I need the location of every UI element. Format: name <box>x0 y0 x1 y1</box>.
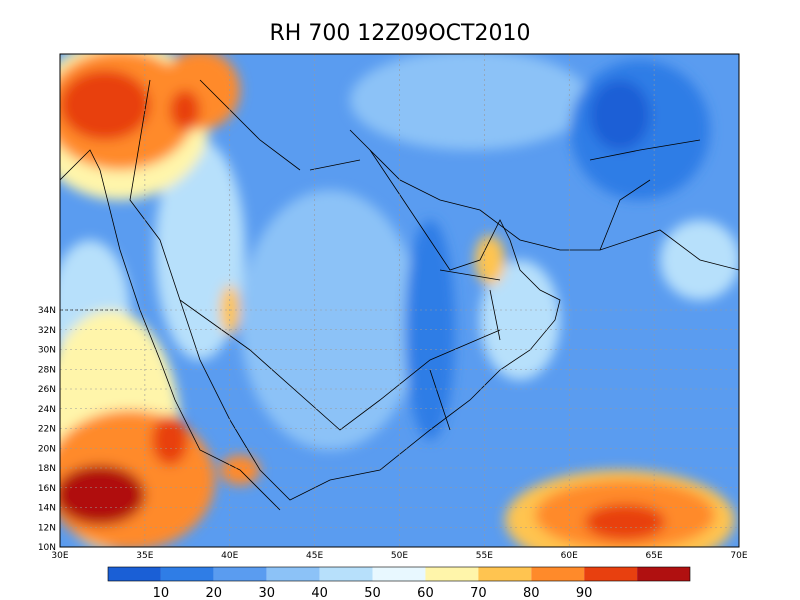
lat-label: 26N <box>38 385 56 395</box>
border <box>179 79 701 431</box>
colorbar-box <box>425 567 479 581</box>
colorbar-label: 90 <box>576 586 593 600</box>
lon-label: 45E <box>306 551 323 561</box>
lon-label: 70E <box>730 551 747 561</box>
rh-region <box>152 415 188 465</box>
rh-region <box>60 70 150 140</box>
lat-label: 10N <box>38 543 56 553</box>
colorbar-label: 40 <box>311 586 328 600</box>
colorbar-box <box>108 567 161 581</box>
tick-labels: 30E 35E 40E 45E 50E 55E 60E 65E 70E 10N 12N 14N 16N 1… <box>38 306 748 561</box>
colorbar-label: 10 <box>153 586 170 600</box>
lat-label: 24N <box>38 405 56 415</box>
colorbar: 10 20 30 40 50 60 70 80 90 <box>107 566 691 600</box>
lat-label: 32N <box>38 326 56 336</box>
lat-label: 28N <box>38 365 56 375</box>
lat-label: 18N <box>38 464 56 474</box>
gridlines <box>60 54 739 547</box>
lat-label: 20N <box>38 444 56 454</box>
colorbar-frame <box>107 566 691 582</box>
colorbar-label: 60 <box>417 586 434 600</box>
colorbar-box <box>478 567 532 581</box>
colorbar-box <box>266 567 320 581</box>
lon-label: 40E <box>221 551 238 561</box>
rh-region <box>585 504 665 540</box>
lon-label: 55E <box>476 551 493 561</box>
lon-label: 30E <box>51 551 68 561</box>
lat-label: 16N <box>38 484 56 494</box>
colorbar-box <box>319 567 373 581</box>
colorbar-box <box>531 567 585 581</box>
colorbar-label: 20 <box>206 586 223 600</box>
title: RH 700 12Z09OCT2010 <box>270 21 531 46</box>
colorbar-label: 70 <box>470 586 487 600</box>
colorbar-label: 30 <box>258 586 275 600</box>
colorbar-box <box>213 567 267 581</box>
lat-label: 14N <box>38 504 56 514</box>
colorbar-box <box>637 567 690 581</box>
coastline <box>369 149 739 271</box>
lon-label: 65E <box>646 551 663 561</box>
lat-label: 22N <box>38 425 56 435</box>
lat-label: 12N <box>38 523 56 533</box>
rh-region <box>590 80 650 150</box>
colorbar-box <box>160 567 214 581</box>
lon-label: 60E <box>561 551 578 561</box>
colorbar-box <box>372 567 426 581</box>
colorbar-box <box>584 567 638 581</box>
rh-region <box>60 465 145 525</box>
rh-region <box>170 90 200 130</box>
lat-label: 34N <box>38 306 56 316</box>
lat-label: 30N <box>38 346 56 356</box>
lon-label: 35E <box>136 551 153 561</box>
rh-field <box>60 54 739 547</box>
rh-region <box>475 235 505 285</box>
colorbar-label: 80 <box>523 586 540 600</box>
rh-region <box>240 190 420 450</box>
rh-region <box>350 54 590 150</box>
map-frame <box>59 53 740 548</box>
coastline <box>60 149 281 511</box>
lon-label: 50E <box>391 551 408 561</box>
colorbar-label: 50 <box>364 586 381 600</box>
